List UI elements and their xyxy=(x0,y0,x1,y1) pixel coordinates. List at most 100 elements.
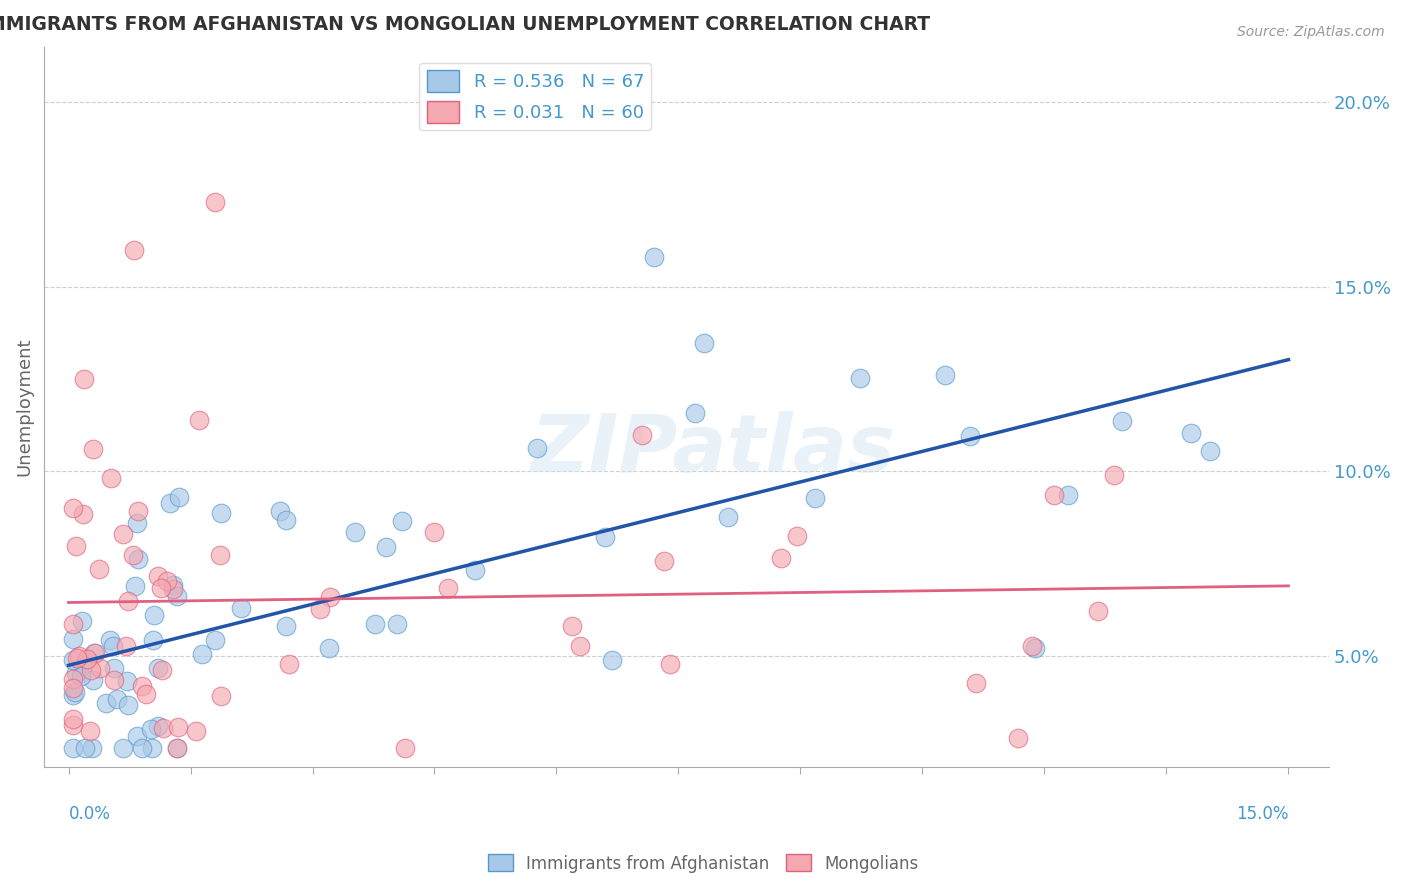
Point xyxy=(96,696,118,710)
Point xyxy=(208,549,231,563)
Point xyxy=(191,647,214,661)
Point xyxy=(169,491,191,505)
Point xyxy=(152,722,174,736)
Point xyxy=(127,516,149,530)
Point xyxy=(375,540,398,554)
Point xyxy=(166,589,188,603)
Point xyxy=(965,676,987,690)
Point xyxy=(62,688,84,702)
Point xyxy=(100,471,122,485)
Point xyxy=(122,243,145,257)
Point xyxy=(83,646,105,660)
Point xyxy=(69,669,91,683)
Point xyxy=(166,720,188,734)
Text: Source: ZipAtlas.com: Source: ZipAtlas.com xyxy=(1237,25,1385,39)
Point xyxy=(209,690,232,704)
Point xyxy=(67,648,90,663)
Point xyxy=(1102,467,1125,482)
Point xyxy=(166,741,188,756)
Point xyxy=(62,616,84,631)
Point xyxy=(70,614,93,628)
Point xyxy=(269,504,291,518)
Point xyxy=(1021,639,1043,653)
Point xyxy=(593,530,616,544)
Point xyxy=(127,504,149,518)
Point xyxy=(600,653,623,667)
Point xyxy=(62,672,84,686)
Point xyxy=(631,428,654,442)
Point xyxy=(139,722,162,736)
Point xyxy=(561,619,583,633)
Point xyxy=(82,442,104,457)
Point xyxy=(717,510,740,524)
Point xyxy=(204,194,226,209)
Point xyxy=(1087,604,1109,618)
Point xyxy=(204,633,226,648)
Point xyxy=(150,664,173,678)
Point xyxy=(80,663,103,677)
Point xyxy=(643,250,665,264)
Point xyxy=(159,496,181,510)
Point xyxy=(83,646,105,660)
Point xyxy=(1024,641,1046,656)
Point xyxy=(73,371,96,385)
Point xyxy=(659,657,682,671)
Point xyxy=(62,632,84,647)
Point xyxy=(103,673,125,687)
Point xyxy=(394,741,416,756)
Point xyxy=(82,673,104,688)
Point xyxy=(1057,488,1080,502)
Y-axis label: Unemployment: Unemployment xyxy=(15,337,32,475)
Point xyxy=(437,581,460,595)
Point xyxy=(184,723,207,738)
Point xyxy=(62,681,84,696)
Text: ZIPatlas: ZIPatlas xyxy=(530,411,894,489)
Point xyxy=(1043,487,1066,501)
Point xyxy=(76,652,98,666)
Point xyxy=(1007,731,1029,746)
Point xyxy=(1198,444,1220,458)
Point xyxy=(105,692,128,706)
Point xyxy=(72,657,94,672)
Point xyxy=(146,568,169,582)
Point xyxy=(770,551,793,566)
Point xyxy=(103,660,125,674)
Point xyxy=(959,428,981,442)
Point xyxy=(89,661,111,675)
Point xyxy=(111,526,134,541)
Point xyxy=(344,525,367,540)
Point xyxy=(150,581,173,595)
Point xyxy=(62,741,84,756)
Point xyxy=(274,513,297,527)
Point xyxy=(1111,414,1133,428)
Point xyxy=(166,741,188,756)
Point xyxy=(131,679,153,693)
Point xyxy=(98,632,121,647)
Point xyxy=(148,718,170,732)
Point xyxy=(693,336,716,351)
Point xyxy=(423,524,446,539)
Point xyxy=(142,632,165,647)
Point xyxy=(117,698,139,713)
Legend: R = 0.536   N = 67, R = 0.031   N = 60: R = 0.536 N = 67, R = 0.031 N = 60 xyxy=(419,63,651,130)
Point xyxy=(73,741,96,756)
Point xyxy=(385,617,408,632)
Point xyxy=(803,491,825,506)
Point xyxy=(683,406,706,420)
Point xyxy=(66,651,89,665)
Point xyxy=(141,741,163,756)
Point xyxy=(117,594,139,608)
Point xyxy=(231,601,253,615)
Point xyxy=(278,657,301,671)
Point xyxy=(124,579,146,593)
Point xyxy=(309,602,332,616)
Point xyxy=(131,741,153,756)
Point xyxy=(209,506,232,520)
Point xyxy=(319,590,342,604)
Point xyxy=(117,673,139,688)
Point xyxy=(156,574,179,588)
Point xyxy=(162,582,184,596)
Point xyxy=(363,616,385,631)
Point xyxy=(127,551,149,566)
Point xyxy=(62,712,84,726)
